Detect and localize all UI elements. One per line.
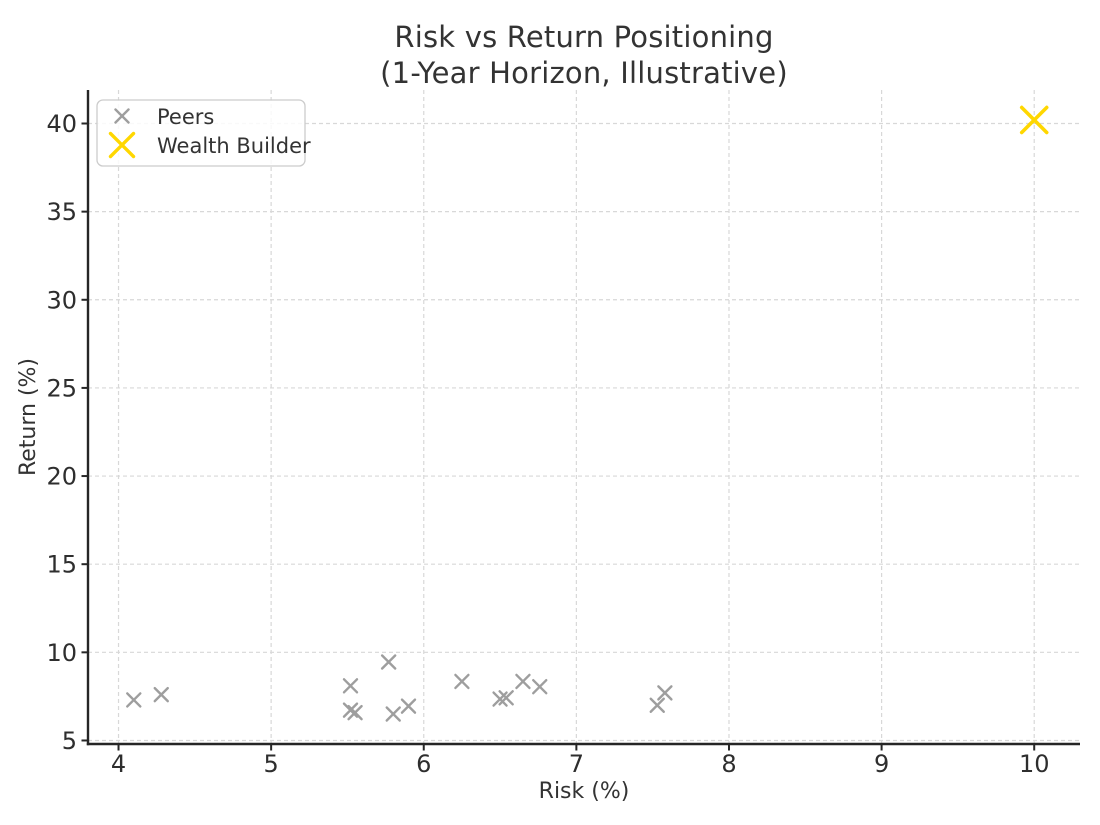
y-tick-label: 25 — [46, 374, 77, 402]
x-tick-label: 4 — [111, 750, 126, 778]
legend-marker-peers — [114, 108, 130, 124]
chart-title-line2: (1-Year Horizon, Illustrative) — [380, 56, 788, 90]
y-tick-label: 30 — [46, 286, 77, 314]
y-tick-label: 15 — [46, 551, 77, 579]
peers-marker — [347, 704, 363, 721]
y-tick-label: 5 — [62, 727, 77, 755]
peers-marker — [649, 697, 665, 713]
legend-box — [96, 99, 306, 167]
peers-marker — [342, 702, 359, 718]
peers-marker — [126, 692, 142, 708]
peers-marker — [153, 686, 169, 703]
peers-marker — [380, 654, 397, 670]
peers-marker — [342, 678, 359, 694]
y-tick-label: 35 — [46, 198, 77, 226]
x-axis-label: Risk (%) — [538, 779, 630, 804]
x-tick-label: 8 — [721, 750, 736, 778]
y-axis-label: Return (%) — [16, 357, 41, 477]
peers-marker — [498, 690, 514, 706]
y-tick-label: 10 — [46, 639, 77, 667]
x-tick-label: 5 — [263, 750, 278, 778]
peers-marker — [532, 679, 548, 695]
legend-marker-wealth-builder — [108, 131, 136, 159]
peers-marker — [454, 673, 470, 690]
peers-marker — [515, 673, 531, 690]
x-tick-label: 6 — [416, 750, 431, 778]
x-tick-label: 10 — [1019, 750, 1050, 778]
y-tick-label: 20 — [46, 463, 77, 491]
peers-marker — [385, 706, 401, 722]
x-tick-label: 7 — [569, 750, 584, 778]
legend-label-peers: Peers — [157, 105, 214, 129]
peers-marker — [400, 698, 417, 714]
chart-title: Risk vs Return Positioning (1-Year Horiz… — [88, 19, 1080, 91]
wealth-builder-marker — [1019, 105, 1049, 135]
y-tick-label: 40 — [46, 110, 77, 138]
peers-marker — [657, 685, 673, 701]
x-tick-label: 9 — [874, 750, 889, 778]
legend-label-wealth-builder: Wealth Builder — [157, 134, 311, 158]
chart-title-line1: Risk vs Return Positioning — [394, 20, 774, 54]
